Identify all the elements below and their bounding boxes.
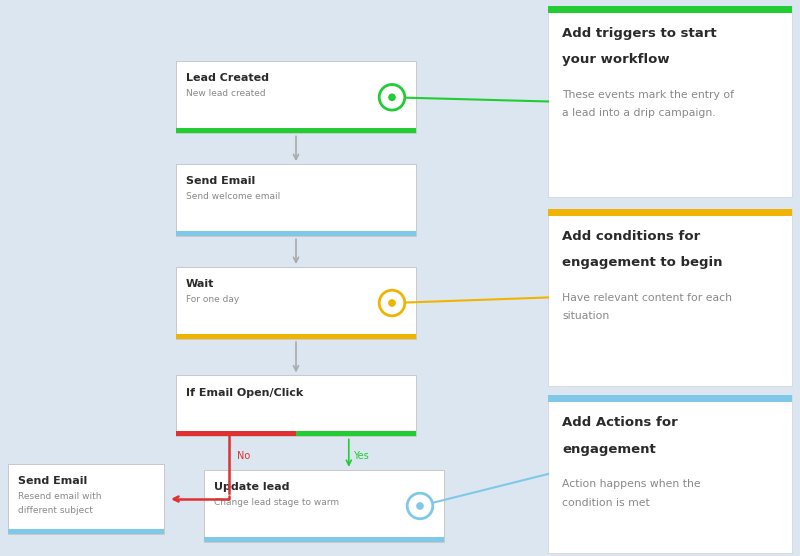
FancyBboxPatch shape: [548, 6, 792, 197]
FancyBboxPatch shape: [204, 470, 444, 542]
Bar: [176, 334, 416, 339]
Text: Update lead: Update lead: [214, 482, 289, 492]
Text: Action happens when the: Action happens when the: [562, 479, 701, 489]
Text: Yes: Yes: [353, 451, 369, 461]
FancyBboxPatch shape: [176, 375, 416, 436]
Ellipse shape: [407, 493, 433, 519]
Bar: [548, 208, 792, 216]
Text: Lead Created: Lead Created: [186, 73, 269, 83]
Bar: [176, 431, 296, 436]
Text: If Email Open/Click: If Email Open/Click: [186, 388, 303, 398]
FancyBboxPatch shape: [548, 395, 792, 553]
Text: engagement: engagement: [562, 443, 656, 455]
Text: Have relevant content for each: Have relevant content for each: [562, 293, 733, 303]
Bar: [204, 537, 444, 542]
Text: engagement to begin: engagement to begin: [562, 256, 723, 269]
Bar: [548, 395, 792, 402]
Text: Resend email with: Resend email with: [18, 492, 101, 501]
Text: condition is met: condition is met: [562, 498, 650, 508]
FancyBboxPatch shape: [176, 267, 416, 339]
Bar: [296, 431, 416, 436]
Text: New lead created: New lead created: [186, 89, 266, 98]
Text: These events mark the entry of: These events mark the entry of: [562, 90, 734, 100]
FancyBboxPatch shape: [176, 61, 416, 133]
Text: Wait: Wait: [186, 279, 214, 289]
Ellipse shape: [416, 502, 424, 510]
Ellipse shape: [379, 85, 405, 110]
Bar: [8, 529, 164, 534]
Text: Add conditions for: Add conditions for: [562, 230, 701, 242]
FancyBboxPatch shape: [548, 208, 792, 386]
Text: situation: situation: [562, 311, 610, 321]
Text: No: No: [237, 451, 250, 461]
Bar: [176, 128, 416, 133]
Text: a lead into a drip campaign.: a lead into a drip campaign.: [562, 108, 716, 118]
Bar: [548, 6, 792, 13]
Ellipse shape: [388, 299, 396, 307]
Text: Add triggers to start: Add triggers to start: [562, 27, 717, 39]
Text: Change lead stage to warm: Change lead stage to warm: [214, 498, 338, 507]
Text: your workflow: your workflow: [562, 53, 670, 66]
Bar: [176, 231, 416, 236]
Ellipse shape: [379, 290, 405, 316]
Text: For one day: For one day: [186, 295, 239, 304]
Text: Send welcome email: Send welcome email: [186, 192, 280, 201]
Text: Send Email: Send Email: [18, 476, 87, 486]
Text: different subject: different subject: [18, 506, 93, 515]
FancyBboxPatch shape: [176, 164, 416, 236]
Ellipse shape: [388, 93, 396, 101]
Text: Add Actions for: Add Actions for: [562, 416, 678, 429]
Text: Send Email: Send Email: [186, 176, 255, 186]
FancyBboxPatch shape: [8, 464, 164, 534]
